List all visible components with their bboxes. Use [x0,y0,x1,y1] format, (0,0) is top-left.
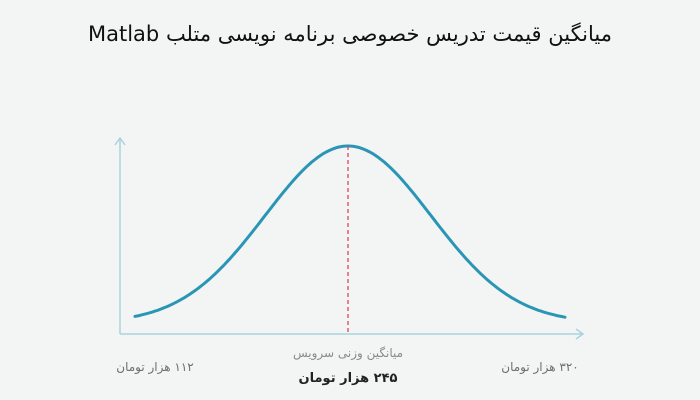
max-price-label: ۳۲۰ هزار تومان [501,360,579,375]
chart-title: میانگین قیمت تدریس خصوصی برنامه نویسی مت… [88,22,612,46]
x-axis-arrow [575,328,585,340]
mean-caption: میانگین وزنی سرویس [293,346,403,361]
mean-value-label: ۲۴۵ هزار تومان [299,371,398,386]
min-price-label: ۱۱۲ هزار تومان [116,360,194,375]
y-axis-arrow [114,136,126,146]
distribution-curve [133,144,567,319]
